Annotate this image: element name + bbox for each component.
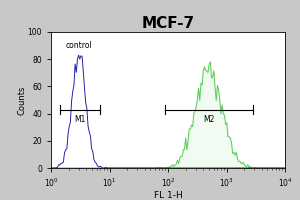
Text: control: control: [66, 41, 93, 50]
X-axis label: FL 1-H: FL 1-H: [154, 191, 182, 200]
Y-axis label: Counts: Counts: [17, 85, 26, 115]
Text: M2: M2: [203, 115, 215, 124]
Title: MCF-7: MCF-7: [141, 16, 195, 31]
Text: M1: M1: [74, 115, 86, 124]
